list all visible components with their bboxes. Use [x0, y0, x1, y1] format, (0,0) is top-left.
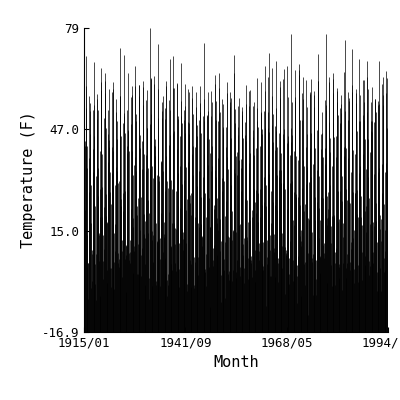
Y-axis label: Temperature (F): Temperature (F)	[21, 112, 36, 248]
X-axis label: Month: Month	[213, 356, 259, 370]
